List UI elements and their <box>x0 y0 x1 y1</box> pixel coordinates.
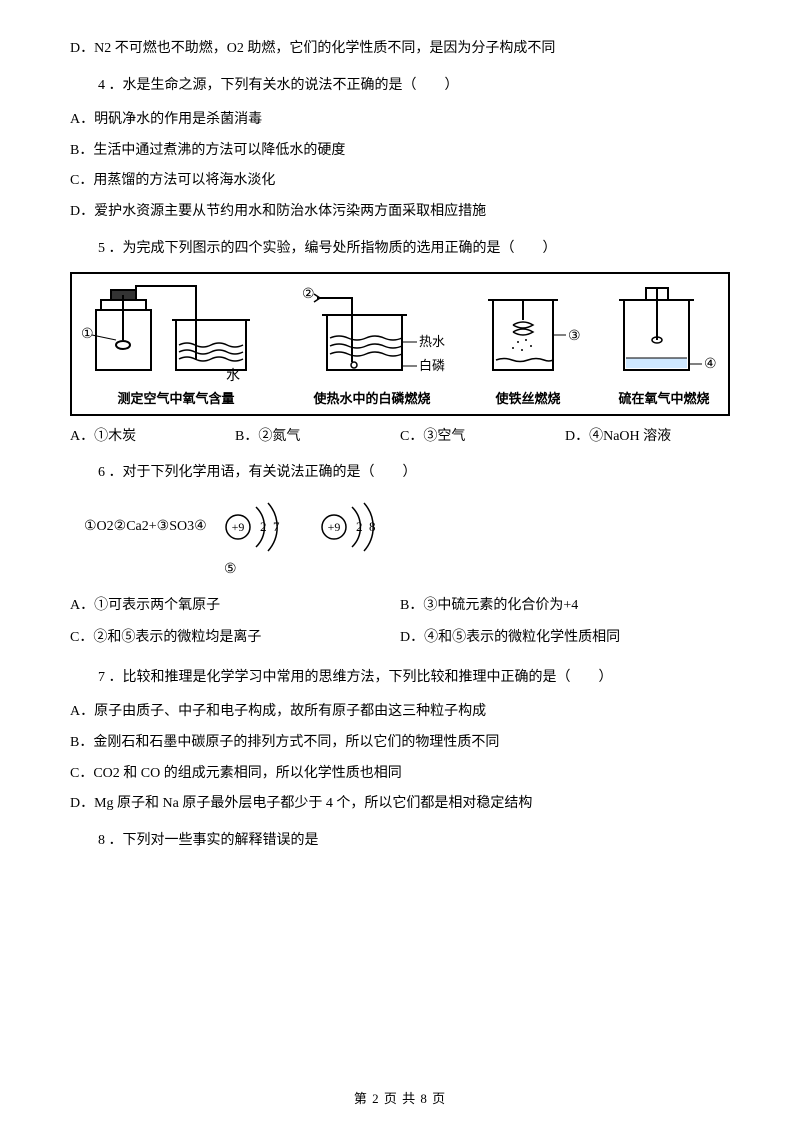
atom2-shell2: 8 <box>369 519 376 534</box>
atom1-center: +9 <box>232 520 245 534</box>
exp1: ① 水 测定空气中氧气含量 <box>76 280 276 412</box>
q6-options: A．①可表示两个氧原子 B．③中硫元素的化合价为+4 C．②和⑤表示的微粒均是离… <box>70 590 730 655</box>
q7-opt-b: B．金刚石和石墨中碳原子的排列方式不同，所以它们的物理性质不同 <box>70 730 730 757</box>
q6-stem: 6 ．对于下列化学用语，有关说法正确的是（ ） <box>70 460 730 487</box>
exp2-caption: 使热水中的白磷燃烧 <box>292 387 452 412</box>
q7-opt-a: A．原子由质子、中子和电子构成，故所有原子都由这三种粒子构成 <box>70 699 730 726</box>
q4-opt-c: C．用蒸馏的方法可以将海水淡化 <box>70 168 730 195</box>
label-water: 水 <box>226 367 240 383</box>
exp3-caption: 使铁丝燃烧 <box>468 387 588 412</box>
atom-diagram-2: +9 2 8 <box>312 497 392 557</box>
exp1-svg: ① 水 <box>76 280 276 385</box>
q7-opt-d: D．Mg 原子和 Na 原子最外层电子都少于 4 个，所以它们都是相对稳定结构 <box>70 791 730 818</box>
exp2: ② 热水 白磷 <box>292 280 452 412</box>
svg-text:热水: 热水 <box>419 334 445 349</box>
exp4-caption: 硫在氧气中燃烧 <box>604 387 724 412</box>
q4-opt-d: D．爱护水资源主要从节约用水和防治水体污染两方面采取相应措施 <box>70 199 730 226</box>
q5-opt-a: A．①木炭 <box>70 424 235 451</box>
q4-stem: 4 ．水是生命之源，下列有关水的说法不正确的是（ ） <box>70 73 730 100</box>
atom-diagram-1: +9 2 7 <box>216 497 296 557</box>
exp3-svg: ③ <box>468 280 588 385</box>
q4-opt-b: B．生活中通过煮沸的方法可以降低水的硬度 <box>70 138 730 165</box>
q5-stem: 5 ．为完成下列图示的四个实验，编号处所指物质的选用正确的是（ ） <box>70 236 730 263</box>
exp1-caption: 测定空气中氧气含量 <box>76 387 276 412</box>
q6-formula-line: ①O2②Ca2+③SO3④ +9 2 7 +9 2 8 ⑤ <box>70 497 730 584</box>
q4-opt-a: A．明矾净水的作用是杀菌消毒 <box>70 107 730 134</box>
q5-opt-d: D．④NaOH 溶液 <box>565 424 730 451</box>
q5-options: A．①木炭 B．②氮气 C．③空气 D．④NaOH 溶液 <box>70 424 730 451</box>
atom1-shell2: 7 <box>273 519 280 534</box>
page-footer: 第 2 页 共 8 页 <box>0 1087 800 1112</box>
exp4-svg: ④ <box>604 280 724 385</box>
q7-stem: 7 ．比较和推理是化学学习中常用的思维方法，下列比较和推理中正确的是（ ） <box>70 665 730 692</box>
svg-text:白磷: 白磷 <box>419 358 445 373</box>
atom1-shell1: 2 <box>260 519 267 534</box>
q5-figure: ① 水 测定空气中氧气含量 ② <box>70 272 730 416</box>
q6-formula-left: ①O2②Ca2+③SO3④ <box>84 519 207 534</box>
exp3: ③ 使铁丝燃烧 <box>468 280 588 412</box>
q8-stem: 8 ．下列对一些事实的解释错误的是 <box>70 828 730 855</box>
prev-question-opt-d: D．N2 不可燃也不助燃，O2 助燃，它们的化学性质不同，是因为分子构成不同 <box>70 36 730 63</box>
svg-text:④: ④ <box>704 355 717 371</box>
atom2-center: +9 <box>327 520 340 534</box>
q7-opt-c: C．CO2 和 CO 的组成元素相同，所以化学性质也相同 <box>70 761 730 788</box>
svg-text:③: ③ <box>568 327 581 343</box>
atom2-shell1: 2 <box>356 519 363 534</box>
q5-opt-c: C．③空气 <box>400 424 565 451</box>
page: D．N2 不可燃也不助燃，O2 助燃，它们的化学性质不同，是因为分子构成不同 4… <box>0 0 800 1132</box>
svg-text:②: ② <box>302 285 315 301</box>
q5-opt-b: B．②氮气 <box>235 424 400 451</box>
label-n1: ① <box>81 325 94 341</box>
exp2-svg: ② 热水 白磷 <box>292 280 452 385</box>
q6-opt-a: A．①可表示两个氧原子 <box>70 593 400 620</box>
q6-opt-c: C．②和⑤表示的微粒均是离子 <box>70 625 400 652</box>
exp4: ④ 硫在氧气中燃烧 <box>604 280 724 412</box>
q6-opt-b: B．③中硫元素的化合价为+4 <box>400 593 730 620</box>
q6-formula-right: ⑤ <box>70 562 237 577</box>
q6-opt-d: D．④和⑤表示的微粒化学性质相同 <box>400 625 730 652</box>
